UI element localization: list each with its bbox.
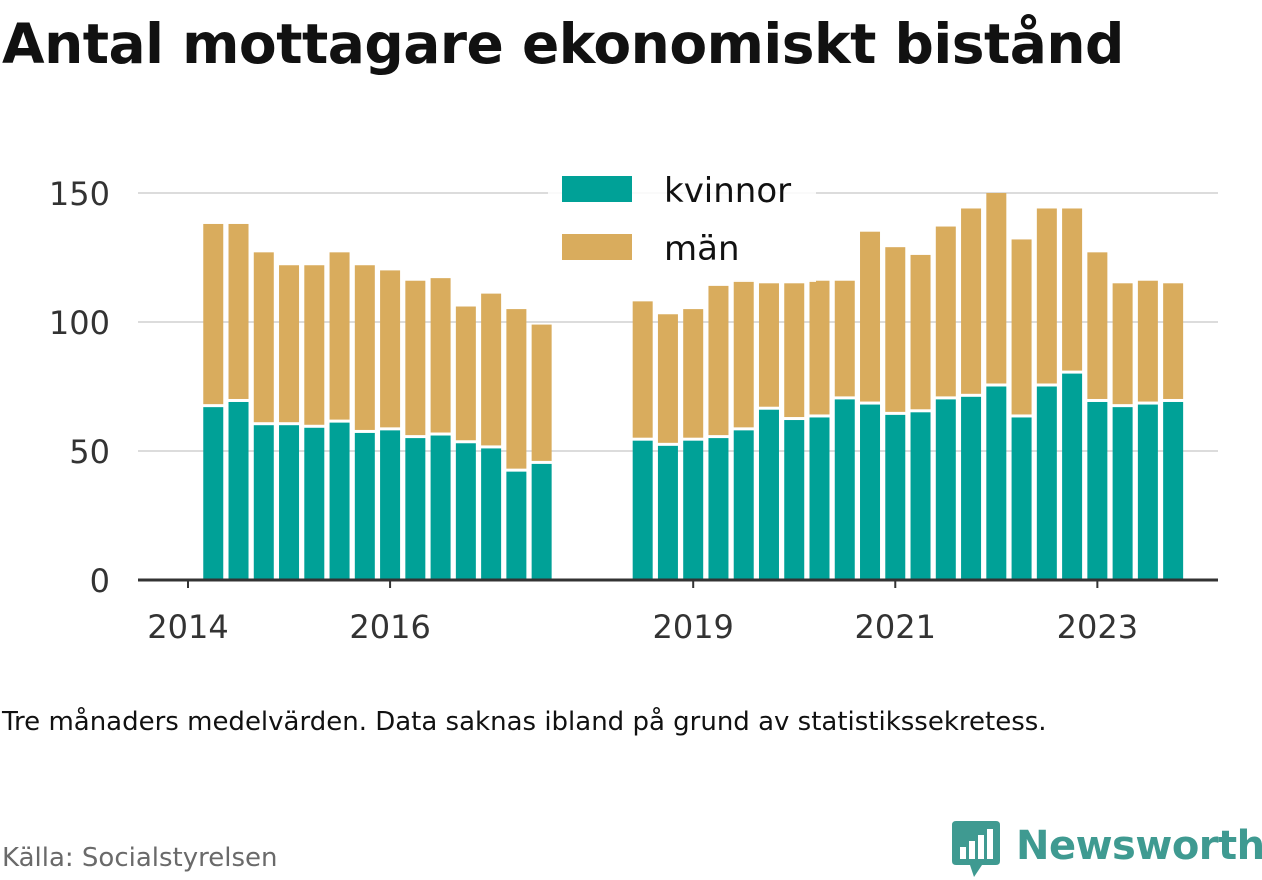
bar-kvinnor <box>758 409 779 580</box>
bar-kvinnor <box>961 396 982 580</box>
bar-man <box>860 231 881 402</box>
chart-title: Antal mottagare ekonomiskt bistånd <box>2 12 1124 76</box>
legend-label-kvinnor: kvinnor <box>664 171 791 211</box>
axes: 0 50 100 150 2014 2016 2019 2021 2023 <box>49 175 1218 646</box>
bar-kvinnor <box>329 422 350 580</box>
bar-man <box>203 223 224 405</box>
bar-man <box>279 265 300 423</box>
bar-kvinnor <box>809 417 830 580</box>
bar-man <box>380 270 401 428</box>
bar-man <box>1036 208 1057 384</box>
chart-note: Tre månaders medelvärden. Data saknas ib… <box>2 707 1047 737</box>
bar-kvinnor <box>455 443 476 580</box>
bar-man <box>986 193 1007 384</box>
bar-man <box>885 247 906 412</box>
bar-kvinnor <box>1011 417 1032 580</box>
bar-man <box>531 324 552 461</box>
y-tick-label: 50 <box>69 433 110 471</box>
bar-kvinnor <box>405 438 426 580</box>
bar-kvinnor <box>1036 386 1057 580</box>
y-tick-label: 0 <box>90 562 110 600</box>
bar-kvinnor <box>1163 401 1184 580</box>
bar-man <box>1112 283 1133 405</box>
bar-man <box>1011 239 1032 415</box>
bar-man <box>228 223 249 399</box>
source-credit: Källa: Socialstyrelsen <box>2 843 278 873</box>
bar-kvinnor <box>506 471 527 580</box>
bar-man <box>657 314 678 443</box>
bar-kvinnor <box>1137 404 1158 580</box>
bar-man <box>708 285 729 436</box>
legend: kvinnor män <box>548 164 816 282</box>
bar-man <box>455 306 476 441</box>
bar-man <box>304 265 325 425</box>
bar-man <box>405 280 426 436</box>
bar-kvinnor <box>935 399 956 580</box>
bar-kvinnor <box>683 440 704 580</box>
bar-kvinnor <box>986 386 1007 580</box>
bar-man <box>354 265 375 430</box>
bar-man <box>481 293 502 446</box>
legend-swatch-kvinnor <box>562 176 632 202</box>
bar-kvinnor <box>733 430 754 580</box>
bar-kvinnor <box>910 412 931 580</box>
bar-man <box>1137 280 1158 402</box>
bar-man <box>1163 283 1184 399</box>
x-tick-label: 2016 <box>349 608 430 646</box>
x-tick-label: 2014 <box>147 608 228 646</box>
bar-man <box>733 280 754 428</box>
x-tick-label: 2021 <box>855 608 936 646</box>
bar-man <box>758 283 779 407</box>
bar-kvinnor <box>203 407 224 580</box>
bar-kvinnor <box>481 448 502 580</box>
chart-svg: 0 50 100 150 2014 2016 2019 2021 2023 kvinnor män <box>48 164 1218 646</box>
bar-man <box>1087 252 1108 399</box>
bar-kvinnor <box>253 425 274 580</box>
legend-label-man: män <box>664 229 740 269</box>
bar-kvinnor <box>885 414 906 580</box>
bar-kvinnor <box>279 425 300 580</box>
x-tick-label: 2019 <box>652 608 733 646</box>
bar-kvinnor <box>657 445 678 580</box>
bar-man <box>961 208 982 394</box>
legend-swatch-man <box>562 234 632 260</box>
bar-man <box>1062 208 1083 371</box>
bar-kvinnor <box>1062 373 1083 580</box>
bar-man <box>253 252 274 423</box>
bar-kvinnor <box>632 440 653 580</box>
y-tick-label: 150 <box>49 175 110 213</box>
bar-kvinnor <box>1087 401 1108 580</box>
bar-man <box>809 280 830 415</box>
bar-man <box>683 309 704 438</box>
bar-man <box>834 280 855 397</box>
bar-man <box>506 309 527 469</box>
bar-chart-speech-bubble-icon <box>952 821 1000 877</box>
brand-name: Newsworthy <box>1016 823 1262 869</box>
bar-kvinnor <box>834 399 855 580</box>
bar-kvinnor <box>708 438 729 580</box>
bar-kvinnor <box>784 420 805 580</box>
bars <box>203 193 1184 580</box>
bar-man <box>784 283 805 418</box>
bar-kvinnor <box>354 432 375 580</box>
bar-man <box>632 301 653 438</box>
bar-man <box>935 226 956 397</box>
newsworthy-logo[interactable]: Newsworthy <box>950 820 1262 880</box>
bar-man <box>329 252 350 420</box>
bar-kvinnor <box>430 435 451 580</box>
bar-kvinnor <box>1112 407 1133 580</box>
bar-man <box>910 254 931 410</box>
bar-kvinnor <box>304 427 325 580</box>
bar-kvinnor <box>860 404 881 580</box>
bar-kvinnor <box>531 463 552 580</box>
bar-kvinnor <box>380 430 401 580</box>
y-tick-label: 100 <box>49 304 110 342</box>
bar-man <box>430 278 451 433</box>
bar-kvinnor <box>228 401 249 580</box>
x-tick-label: 2023 <box>1057 608 1138 646</box>
